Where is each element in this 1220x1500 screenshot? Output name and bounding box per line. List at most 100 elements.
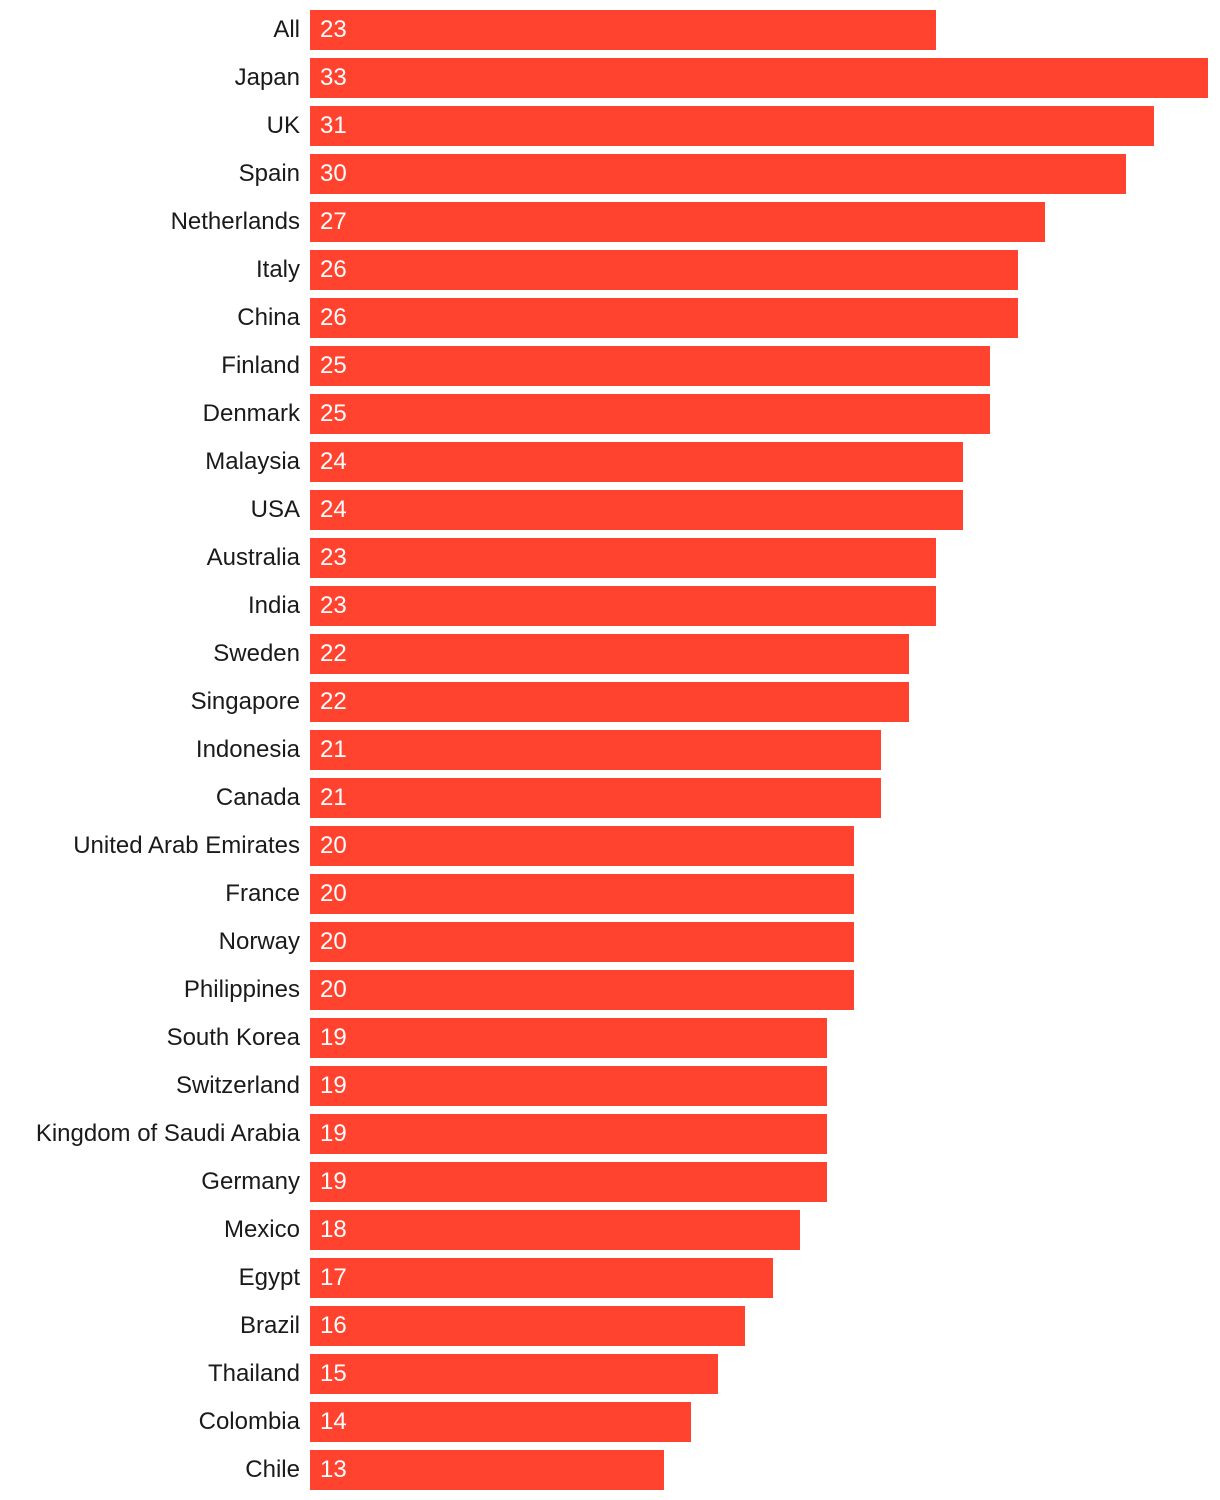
category-label: Japan xyxy=(234,64,300,91)
value-label: 26 xyxy=(320,304,347,331)
bar xyxy=(310,778,881,818)
category-label: Germany xyxy=(201,1168,300,1195)
bar xyxy=(310,250,1018,290)
value-label: 24 xyxy=(320,496,347,523)
category-label: South Korea xyxy=(166,1024,300,1051)
bar xyxy=(310,1258,773,1298)
bar-row: India 23 xyxy=(0,586,1220,626)
value-label: 21 xyxy=(320,784,347,811)
bar xyxy=(310,1018,827,1058)
value-label: 33 xyxy=(320,64,347,91)
category-label: India xyxy=(247,592,300,619)
bar-row: Finland 25 xyxy=(0,346,1220,386)
bar xyxy=(310,586,936,626)
bar xyxy=(310,106,1154,146)
bar-row: Germany 19 xyxy=(0,1162,1220,1202)
bar xyxy=(310,10,936,50)
category-label: Thailand xyxy=(207,1360,300,1387)
value-label: 19 xyxy=(320,1072,347,1099)
value-label: 19 xyxy=(320,1120,347,1147)
value-label: 21 xyxy=(320,736,347,763)
category-label: All xyxy=(273,16,300,43)
category-label: Singapore xyxy=(190,688,300,715)
bar-row: Malaysia 24 xyxy=(0,442,1220,482)
value-label: 13 xyxy=(320,1456,347,1483)
value-label: 26 xyxy=(320,256,347,283)
bar-row: Spain 30 xyxy=(0,154,1220,194)
value-label: 23 xyxy=(320,592,347,619)
bar xyxy=(310,1402,691,1442)
bar xyxy=(310,1066,827,1106)
bar xyxy=(310,922,854,962)
category-label: China xyxy=(237,304,300,331)
bar xyxy=(310,1306,745,1346)
bar-row: Switzerland 19 xyxy=(0,1066,1220,1106)
category-label: United Arab Emirates xyxy=(73,832,300,859)
bar-row: Singapore 22 xyxy=(0,682,1220,722)
bar-row: Sweden 22 xyxy=(0,634,1220,674)
category-label: Australia xyxy=(206,544,300,571)
value-label: 30 xyxy=(320,160,347,187)
bar xyxy=(310,682,909,722)
value-label: 31 xyxy=(320,112,347,139)
bar xyxy=(310,1162,827,1202)
category-label: France xyxy=(225,880,300,907)
bar-row: Canada 21 xyxy=(0,778,1220,818)
value-label: 22 xyxy=(320,640,347,667)
bar-row: UK 31 xyxy=(0,106,1220,146)
value-label: 20 xyxy=(320,832,347,859)
bar-row: Indonesia 21 xyxy=(0,730,1220,770)
category-label: Kingdom of Saudi Arabia xyxy=(35,1120,300,1147)
value-label: 19 xyxy=(320,1024,347,1051)
value-label: 20 xyxy=(320,880,347,907)
bar-row: China 26 xyxy=(0,298,1220,338)
category-label: Brazil xyxy=(239,1312,300,1339)
category-label: Mexico xyxy=(223,1216,300,1243)
bar xyxy=(310,874,854,914)
bar-row: South Korea 19 xyxy=(0,1018,1220,1058)
value-label: 18 xyxy=(320,1216,347,1243)
value-label: 25 xyxy=(320,400,347,427)
value-label: 22 xyxy=(320,688,347,715)
category-label: Colombia xyxy=(198,1408,300,1435)
bar xyxy=(310,394,990,434)
category-label: Italy xyxy=(255,256,300,283)
bar xyxy=(310,970,854,1010)
bar-row: Denmark 25 xyxy=(0,394,1220,434)
bar xyxy=(310,298,1018,338)
bar-row: Mexico 18 xyxy=(0,1210,1220,1250)
bar xyxy=(310,1354,718,1394)
bar xyxy=(310,538,936,578)
category-label: Indonesia xyxy=(195,736,300,763)
bar-row: France 20 xyxy=(0,874,1220,914)
value-label: 23 xyxy=(320,544,347,571)
value-label: 20 xyxy=(320,976,347,1003)
value-label: 27 xyxy=(320,208,347,235)
category-label: UK xyxy=(266,112,300,139)
bar xyxy=(310,1450,664,1490)
value-label: 16 xyxy=(320,1312,347,1339)
bar-row: United Arab Emirates 20 xyxy=(0,826,1220,866)
category-label: Norway xyxy=(218,928,300,955)
value-label: 14 xyxy=(320,1408,347,1435)
bar-row: Egypt 17 xyxy=(0,1258,1220,1298)
category-label: Finland xyxy=(221,352,300,379)
category-label: Egypt xyxy=(238,1264,300,1291)
bar xyxy=(310,58,1208,98)
category-label: Chile xyxy=(245,1456,300,1483)
bar-row: Brazil 16 xyxy=(0,1306,1220,1346)
value-label: 20 xyxy=(320,928,347,955)
category-label: Sweden xyxy=(213,640,300,667)
bar-row: Netherlands 27 xyxy=(0,202,1220,242)
bar xyxy=(310,730,881,770)
bar xyxy=(310,442,963,482)
bar xyxy=(310,1210,800,1250)
category-label: Netherlands xyxy=(170,208,300,235)
category-label: USA xyxy=(250,496,300,523)
bar-row: All 23 xyxy=(0,10,1220,50)
bar-row: USA 24 xyxy=(0,490,1220,530)
bar xyxy=(310,202,1045,242)
bar xyxy=(310,490,963,530)
value-label: 25 xyxy=(320,352,347,379)
